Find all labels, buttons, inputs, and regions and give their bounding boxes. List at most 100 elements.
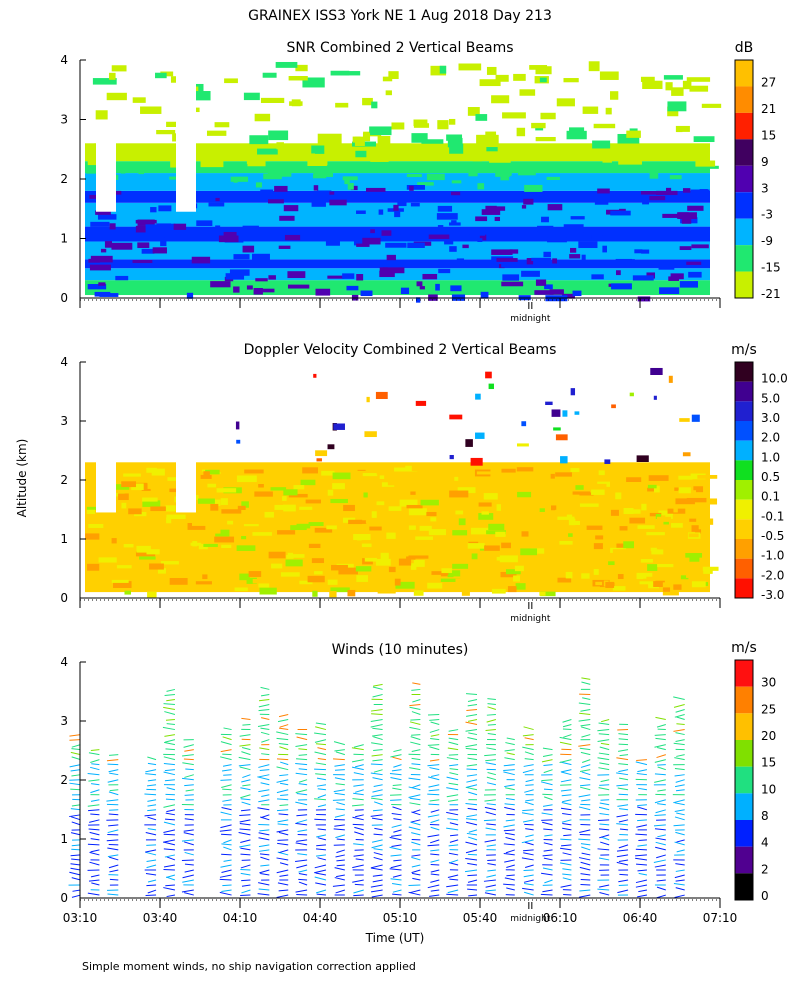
plot-area: [85, 367, 719, 598]
velocity-patch: [207, 562, 220, 568]
wind-barb: [372, 879, 383, 883]
velocity-patch: [210, 503, 219, 511]
wind-barb: [87, 892, 100, 896]
velocity-patch: [413, 590, 424, 596]
wind-barb: [222, 799, 232, 802]
wind-barb: [89, 831, 100, 836]
snr-patch: [451, 180, 462, 184]
wind-barb: [525, 828, 534, 831]
wind-barb: [599, 813, 610, 816]
wind-barb: [409, 889, 421, 894]
wind-barb: [241, 717, 251, 721]
velocity-patch: [522, 514, 541, 520]
wind-barb: [411, 763, 421, 766]
velocity-patch: [463, 586, 478, 592]
colorbar-cell: [735, 381, 753, 402]
colorbar-cell: [735, 740, 753, 767]
wind-barb: [389, 846, 402, 851]
wind-barb: [70, 808, 81, 811]
velocity-patch: [364, 557, 378, 562]
wind-barb: [184, 784, 194, 787]
wind-barb: [638, 889, 648, 893]
wind-barb: [487, 732, 496, 736]
velocity-patch: [592, 483, 607, 490]
snr-patch: [344, 177, 350, 185]
wind-barb: [446, 827, 459, 831]
snr-patch: [104, 241, 113, 248]
wind-barb: [524, 841, 534, 846]
wind-barb: [238, 764, 251, 767]
velocity-patch: [197, 543, 208, 550]
velocity-patch: [431, 571, 449, 575]
wind-barb: [222, 764, 232, 767]
snr-patch: [97, 214, 117, 220]
colorbar-cell: [735, 578, 753, 598]
wind-barb: [69, 814, 81, 818]
wind-barb: [543, 788, 553, 791]
wind-barb: [258, 789, 270, 793]
wind-barb: [164, 711, 176, 715]
colorbar-cell: [735, 245, 753, 272]
velocity-patch: [691, 525, 699, 532]
wind-barb: [240, 794, 251, 799]
snr-patch: [534, 290, 554, 295]
wind-barb: [279, 774, 289, 777]
wind-barb: [411, 784, 421, 789]
wind-barb: [332, 884, 345, 887]
wind-barb: [408, 884, 421, 887]
velocity-patch: [332, 483, 345, 490]
snr-patch: [445, 164, 455, 171]
wind-barb: [296, 819, 308, 824]
velocity-patch: [95, 576, 111, 584]
velocity-patch: [555, 434, 568, 441]
snr-patch: [155, 72, 167, 79]
wind-barb: [673, 703, 685, 708]
wind-barb: [354, 764, 364, 768]
velocity-patch: [367, 468, 377, 473]
velocity-patch: [147, 483, 167, 489]
wind-barb: [334, 824, 345, 827]
wind-barb: [144, 793, 157, 796]
wind-barb: [411, 819, 421, 823]
snr-patch: [224, 78, 238, 84]
wind-barb: [279, 782, 289, 786]
wind-barb: [597, 848, 610, 851]
wind-barb: [562, 799, 572, 803]
velocity-patch: [258, 484, 264, 488]
wind-barb: [412, 682, 421, 685]
wind-barb: [258, 764, 270, 768]
velocity-patch: [551, 505, 557, 511]
wind-barb: [656, 747, 666, 751]
wind-barb: [278, 727, 289, 731]
wind-barb: [562, 724, 572, 728]
wind-barb: [372, 727, 383, 731]
velocity-patch: [617, 574, 624, 580]
velocity-patch: [165, 505, 176, 512]
wind-barb: [653, 824, 666, 827]
snr-patch: [225, 273, 245, 280]
snr-patch: [214, 168, 230, 173]
velocity-patch: [461, 591, 470, 596]
wind-barb: [503, 829, 515, 832]
velocity-patch: [241, 535, 247, 540]
snr-patch: [140, 106, 162, 114]
wind-barb: [220, 756, 232, 761]
snr-patch: [544, 284, 553, 290]
velocity-patch: [246, 577, 257, 584]
wind-barb: [71, 748, 81, 751]
wind-barb: [162, 726, 176, 731]
wind-barb: [163, 741, 176, 746]
wind-barb: [276, 737, 289, 741]
snr-patch: [637, 296, 651, 302]
velocity-patch: [195, 581, 212, 585]
snr-patch: [154, 233, 165, 238]
wind-barb: [599, 823, 610, 826]
wind-barb: [334, 769, 345, 771]
snr-patch: [87, 159, 97, 166]
velocity-patch: [591, 489, 605, 495]
wind-barb: [279, 849, 289, 854]
velocity-patch: [265, 506, 281, 511]
wind-barb: [525, 799, 534, 802]
wind-barb: [221, 843, 232, 846]
velocity-patch: [500, 571, 517, 578]
